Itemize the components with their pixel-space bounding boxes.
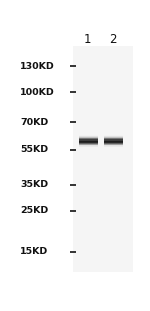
Bar — [80, 146, 98, 147]
Bar — [104, 142, 123, 143]
Bar — [104, 137, 123, 138]
Bar — [104, 142, 123, 143]
Bar — [104, 143, 123, 144]
Bar — [80, 138, 98, 139]
Bar — [104, 140, 123, 141]
Bar — [80, 139, 98, 140]
Bar — [104, 141, 123, 142]
Bar — [73, 46, 133, 272]
Bar — [104, 146, 123, 147]
Text: 1: 1 — [84, 33, 92, 46]
Bar — [80, 140, 98, 141]
Bar — [104, 143, 123, 144]
Bar — [80, 136, 98, 137]
Bar — [104, 144, 123, 145]
Bar — [104, 144, 123, 145]
Text: 35KD: 35KD — [20, 180, 48, 189]
Bar — [80, 145, 98, 146]
Bar — [104, 138, 123, 139]
Bar — [80, 141, 98, 142]
Text: 70KD: 70KD — [20, 118, 48, 127]
Bar — [80, 144, 98, 145]
Text: 100KD: 100KD — [20, 88, 55, 97]
Text: 55KD: 55KD — [20, 145, 48, 154]
Text: 25KD: 25KD — [20, 207, 48, 216]
Bar — [80, 142, 98, 143]
Bar — [80, 143, 98, 144]
Bar — [80, 146, 98, 147]
Bar — [104, 135, 123, 136]
Text: 15KD: 15KD — [20, 247, 48, 256]
Bar — [104, 145, 123, 146]
Bar — [80, 142, 98, 143]
Bar — [104, 136, 123, 137]
Bar — [80, 144, 98, 145]
Bar — [80, 145, 98, 146]
Bar — [80, 135, 98, 136]
Bar — [80, 137, 98, 138]
Bar — [80, 140, 98, 141]
Bar — [104, 139, 123, 140]
Bar — [80, 139, 98, 140]
Bar — [104, 140, 123, 141]
Text: 130KD: 130KD — [20, 62, 55, 71]
Bar — [104, 146, 123, 147]
Bar — [80, 137, 98, 138]
Bar — [104, 138, 123, 139]
Bar — [104, 137, 123, 138]
Bar — [104, 139, 123, 140]
Bar — [104, 145, 123, 146]
Bar — [80, 138, 98, 139]
Text: 2: 2 — [109, 33, 117, 46]
Bar — [80, 143, 98, 144]
